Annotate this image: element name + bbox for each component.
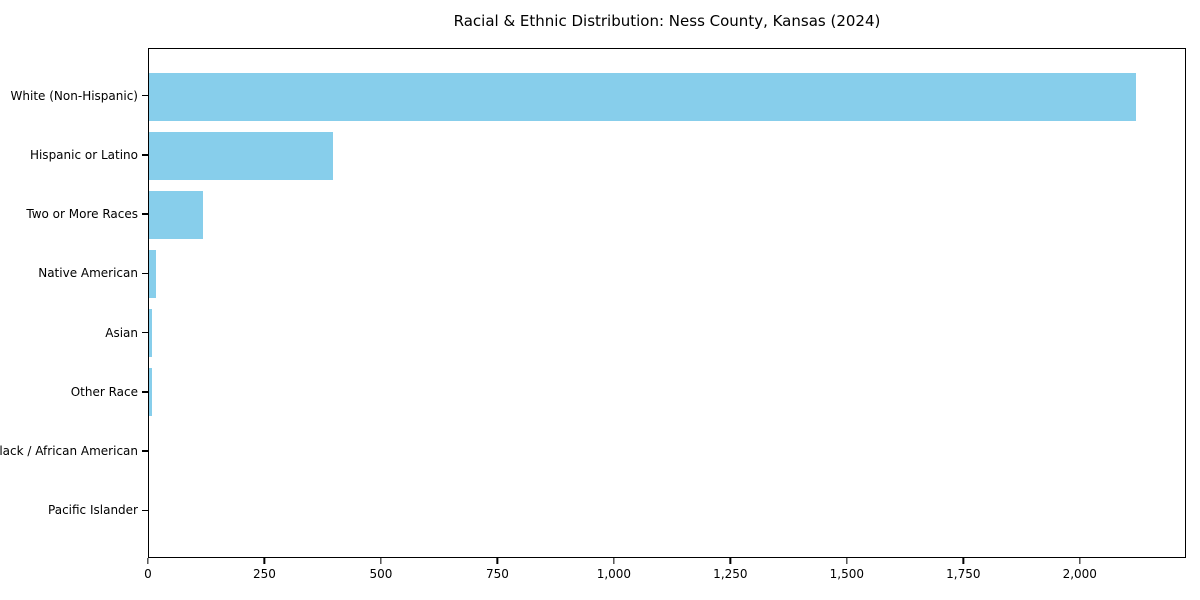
x-tick-mark <box>962 558 964 564</box>
x-tick-label: 750 <box>485 567 509 581</box>
bar <box>149 131 333 180</box>
x-tick-label: 500 <box>369 567 393 581</box>
bar <box>149 190 203 239</box>
x-tick-mark <box>729 558 732 564</box>
bar-row <box>149 67 1185 126</box>
y-tick-mark <box>142 509 148 512</box>
y-tick-mark <box>142 272 148 275</box>
x-tick-label: 1,500 <box>829 567 865 581</box>
bar-row <box>149 185 1185 244</box>
x-tick-label: 0 <box>144 567 152 581</box>
bar <box>149 308 153 357</box>
y-axis-label: Native American <box>38 266 138 281</box>
y-axis-label: White (Non-Hispanic) <box>10 88 138 103</box>
bar-row <box>149 244 1185 303</box>
bar-row <box>149 362 1185 421</box>
bar-row <box>149 421 1185 480</box>
y-axis-row: Other Race <box>0 362 148 421</box>
y-axis: White (Non-Hispanic) Hispanic or Latino Tw… <box>0 48 148 558</box>
chart-title: Racial & Ethnic Distribution: Ness Count… <box>453 12 881 30</box>
y-tick-mark <box>142 450 148 452</box>
bar <box>149 72 1136 121</box>
y-axis-row: White (Non-Hispanic) <box>0 66 148 125</box>
y-axis-row: Hispanic or Latino <box>0 125 148 184</box>
y-axis-label: Asian <box>105 325 138 340</box>
x-tick-mark <box>613 558 615 564</box>
bar-row <box>149 126 1185 185</box>
x-tick-mark <box>263 558 266 564</box>
bar <box>149 249 157 298</box>
plot-area <box>148 48 1186 558</box>
x-tick-mark <box>846 558 848 564</box>
x-tick-label: 1,750 <box>946 567 981 581</box>
x-tick-label: 2,000 <box>1062 567 1097 581</box>
bar-row <box>149 480 1185 539</box>
y-axis-label: Black / African American <box>0 444 138 459</box>
x-tick-mark <box>1079 558 1081 564</box>
bars-container <box>149 49 1185 557</box>
x-tick-label: 1,250 <box>713 567 748 581</box>
x-tick-label: 250 <box>253 567 276 581</box>
x-tick-label: 1,000 <box>596 567 632 581</box>
bar-row <box>149 303 1185 362</box>
y-axis-label: Two or More Races <box>26 207 138 222</box>
y-axis-row: Pacific Islander <box>0 481 148 540</box>
y-axis-row: Native American <box>0 244 148 303</box>
x-axis: 0 250 500 750 1,000 1,250 1,500 1,750 2,000 <box>144 558 1186 588</box>
y-axis-row: Two or More Races <box>0 185 148 244</box>
y-tick-mark <box>142 94 148 97</box>
y-axis-label: Pacific Islander <box>48 503 138 518</box>
y-tick-mark <box>142 154 148 156</box>
y-tick-mark <box>142 213 148 215</box>
y-axis-row: Black / African American <box>0 422 148 481</box>
x-tick-mark <box>380 558 382 564</box>
y-axis-label: Other Race <box>70 384 138 399</box>
bar <box>149 367 152 416</box>
y-axis-label: Hispanic or Latino <box>29 147 138 162</box>
y-tick-mark <box>142 391 148 393</box>
y-axis-row: Asian <box>0 303 148 362</box>
x-tick-mark <box>147 558 149 564</box>
y-tick-mark <box>142 331 148 334</box>
x-tick-mark <box>496 558 499 564</box>
